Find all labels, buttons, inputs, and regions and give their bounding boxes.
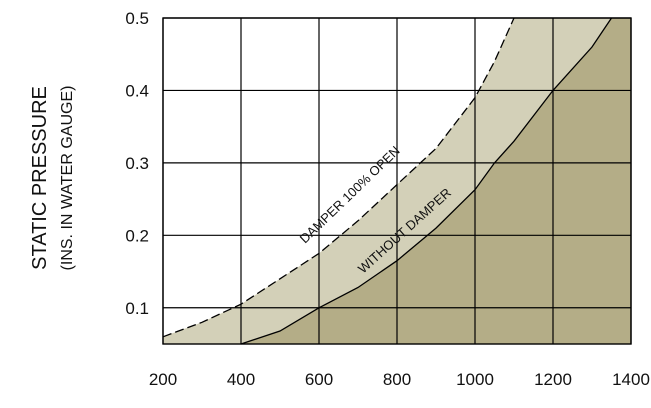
y-axis-sublabel: (INS. IN WATER GAUGE) [59,86,76,271]
y-tick-labels: 0.1 0.2 0.3 0.4 0.5 [125,9,149,318]
x-tick-labels: 200 400 600 800 1000 1200 1400 [149,370,650,389]
y-tick-label: 0.2 [125,226,149,245]
series-line-damper-open [162,17,515,338]
y-tick-label: 0.5 [125,9,149,28]
y-tick-label: 0.4 [125,81,149,100]
y-tick-label: 0.1 [125,299,149,318]
x-tick-label: 600 [305,370,333,389]
x-tick-label: 800 [383,370,411,389]
x-tick-label: 200 [149,370,177,389]
y-tick-label: 0.3 [125,154,149,173]
x-tick-label: 400 [227,370,255,389]
series-line-without-damper [240,17,613,345]
x-tick-label: 1400 [612,370,650,389]
x-tick-label: 1200 [534,370,572,389]
plot-frame [162,17,632,345]
area-fills [163,18,631,344]
area-without-damper [241,18,631,344]
grid [162,17,632,345]
curves [162,17,613,345]
y-axis-label: STATIC PRESSURE [29,86,51,270]
x-tick-label: 1000 [456,370,494,389]
